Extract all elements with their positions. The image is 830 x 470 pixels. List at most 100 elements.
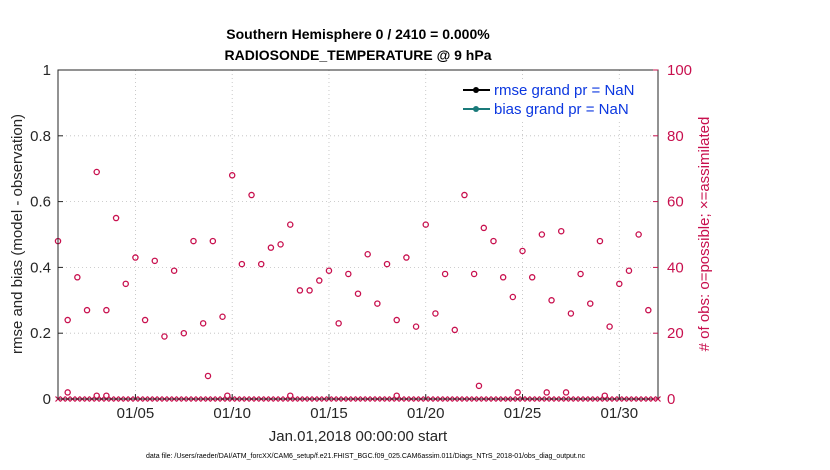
possible-obs-point-29 bbox=[335, 320, 342, 327]
legend-box bbox=[458, 79, 647, 121]
possible-obs-point-21 bbox=[257, 260, 265, 268]
possible-obs-point-66 bbox=[224, 392, 231, 399]
possible-obs-point-11 bbox=[161, 333, 168, 340]
possible-obs-point-72 bbox=[562, 389, 570, 396]
chart-title-line2: RADIOSONDE_TEMPERATURE @ 9 hPa bbox=[225, 47, 492, 63]
possible-obs-point-31 bbox=[354, 290, 362, 297]
right-tick-label-4: 80 bbox=[667, 128, 684, 145]
left-tick-label-5: 1 bbox=[43, 62, 51, 79]
possible-obs-point-10 bbox=[151, 257, 159, 265]
legend-rmse-label: rmse grand pr = NaN bbox=[494, 82, 634, 99]
possible-obs-point-73 bbox=[601, 392, 609, 399]
possible-obs-point-60 bbox=[635, 231, 642, 238]
possible-obs-point-35 bbox=[393, 316, 400, 324]
left-tick-label-2: 0.4 bbox=[30, 259, 51, 276]
legend: rmse grand pr = NaN bias grand pr = NaN bbox=[458, 79, 647, 121]
x-tick-label-3: 01/20 bbox=[407, 405, 445, 422]
right-tick-label-0: 0 bbox=[667, 391, 675, 408]
possible-obs-point-58 bbox=[616, 280, 623, 288]
legend-bias-label: bias grand pr = NaN bbox=[494, 101, 629, 118]
right-tick-label-5: 100 bbox=[667, 62, 692, 79]
possible-obs-point-67 bbox=[287, 392, 294, 399]
possible-obs-point-16 bbox=[209, 237, 217, 245]
possible-obs-point-71 bbox=[543, 389, 550, 396]
possible-obs-point-69 bbox=[475, 382, 483, 390]
left-tick-label-4: 0.8 bbox=[30, 128, 51, 145]
possible-obs-point-68 bbox=[393, 392, 400, 399]
possible-obs-point-43 bbox=[470, 270, 478, 278]
possible-obs-point-3 bbox=[83, 306, 91, 314]
y-axis-right-label: # of obs: o=possible; ×=assimilated bbox=[696, 117, 713, 352]
possible-obs-point-47 bbox=[509, 293, 517, 301]
possible-obs-point-41 bbox=[451, 326, 459, 334]
possible-obs-point-57 bbox=[606, 323, 613, 330]
left-tick-label-1: 0.2 bbox=[30, 325, 51, 342]
possible-obs-point-65 bbox=[204, 372, 212, 380]
x-tick-label-1: 01/10 bbox=[213, 405, 251, 422]
possible-obs-point-25 bbox=[296, 287, 304, 294]
right-tick-label-3: 60 bbox=[667, 194, 684, 211]
possible-obs-point-49 bbox=[528, 274, 536, 281]
possible-obs-point-20 bbox=[248, 191, 255, 199]
possible-obs-point-48 bbox=[519, 247, 526, 255]
right-tick-label-2: 40 bbox=[667, 259, 684, 276]
possible-obs-point-46 bbox=[499, 274, 507, 281]
possible-obs-point-45 bbox=[490, 237, 497, 245]
possible-obs-point-34 bbox=[383, 260, 391, 268]
possible-obs-point-14 bbox=[190, 237, 197, 245]
possible-obs-point-19 bbox=[238, 260, 246, 268]
possible-obs-point-36 bbox=[403, 254, 410, 261]
left-tick-label-3: 0.6 bbox=[30, 194, 51, 211]
possible-obs-point-53 bbox=[567, 310, 575, 317]
right-tick-label-1: 20 bbox=[667, 325, 684, 342]
x-axis-label: Jan.01,2018 00:00:00 start bbox=[269, 428, 448, 445]
possible-obs-point-50 bbox=[538, 231, 546, 238]
footer-data-file: data file: /Users/raeder/DAI/ATM_forcXX/… bbox=[146, 453, 586, 460]
possible-obs-point-4 bbox=[93, 168, 100, 176]
possible-obs-point-64 bbox=[103, 392, 110, 399]
possible-obs-point-1 bbox=[64, 316, 71, 324]
possible-obs-point-33 bbox=[374, 300, 381, 307]
possible-obs-point-23 bbox=[277, 241, 284, 248]
possible-obs-point-62 bbox=[64, 389, 71, 396]
possible-obs-point-63 bbox=[93, 392, 100, 399]
possible-obs-point-39 bbox=[432, 310, 439, 317]
possible-obs-point-59 bbox=[625, 267, 633, 274]
possible-obs-point-54 bbox=[577, 270, 584, 278]
possible-obs-point-40 bbox=[441, 270, 449, 278]
possible-obs-point-18 bbox=[228, 172, 236, 179]
possible-obs-point-12 bbox=[170, 267, 178, 274]
y-axis-left-label: rmse and bias (model - observation) bbox=[9, 114, 26, 354]
x-tick-label-0: 01/05 bbox=[117, 405, 155, 422]
chart-title-line1: Southern Hemisphere 0 / 2410 = 0.000% bbox=[226, 26, 490, 42]
possible-obs-point-24 bbox=[287, 221, 294, 228]
x-tick-label-2: 01/15 bbox=[310, 405, 348, 422]
legend-bias-marker bbox=[473, 106, 479, 112]
possible-obs-point-17 bbox=[219, 313, 226, 320]
data-points bbox=[54, 168, 661, 402]
possible-obs-point-7 bbox=[122, 280, 129, 288]
axis-ticks: 0 0.2 0.4 0.6 0.8 1 01/05 01/10 01/15 01/20 01/25 0… bbox=[30, 62, 692, 422]
legend-rmse-marker bbox=[473, 87, 479, 93]
possible-obs-point-27 bbox=[316, 277, 323, 284]
possible-obs-point-15 bbox=[199, 320, 207, 327]
possible-obs-point-9 bbox=[141, 316, 149, 324]
possible-obs-point-38 bbox=[422, 221, 429, 228]
possible-obs-point-26 bbox=[306, 287, 313, 294]
left-tick-label-0: 0 bbox=[43, 391, 51, 408]
x-tick-label-5: 01/30 bbox=[601, 405, 639, 422]
possible-obs-point-13 bbox=[180, 329, 188, 337]
possible-obs-point-32 bbox=[364, 250, 371, 258]
possible-obs-point-6 bbox=[112, 214, 120, 222]
possible-obs-point-28 bbox=[325, 267, 333, 274]
possible-obs-point-5 bbox=[103, 306, 110, 314]
possible-obs-point-70 bbox=[514, 389, 521, 396]
possible-obs-point-37 bbox=[412, 323, 420, 330]
possible-obs-point-42 bbox=[461, 191, 468, 199]
possible-obs-point-55 bbox=[587, 300, 594, 307]
possible-obs-point-2 bbox=[74, 274, 81, 281]
x-tick-label-4: 01/25 bbox=[504, 405, 542, 422]
possible-obs-point-61 bbox=[645, 306, 652, 314]
possible-obs-point-30 bbox=[345, 270, 352, 278]
